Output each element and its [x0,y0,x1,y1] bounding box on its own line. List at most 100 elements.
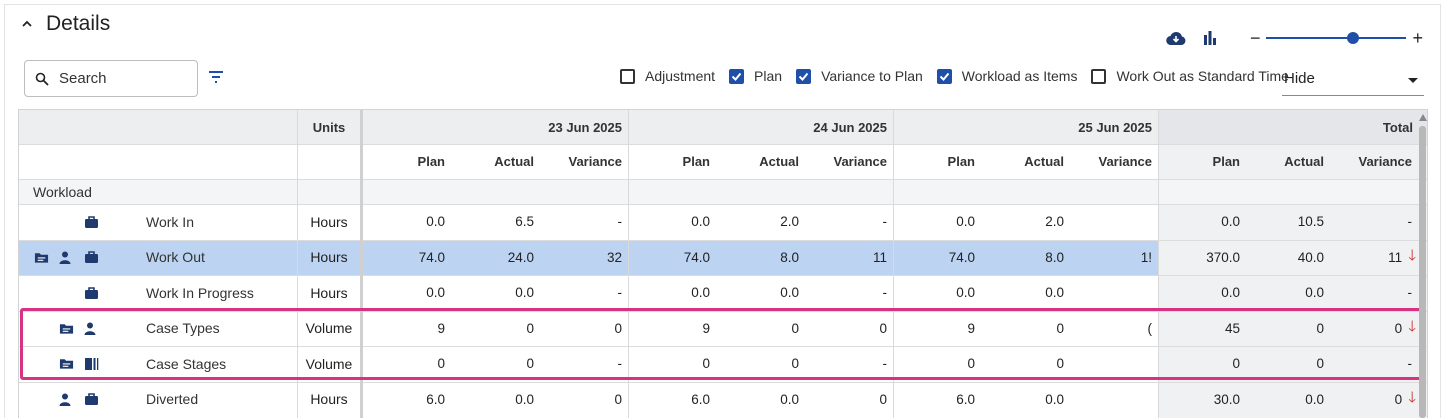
zoom-thumb[interactable] [1347,32,1360,44]
grid-column-divider [297,110,298,418]
option-variance-to-plan[interactable]: Variance to Plan [796,68,923,84]
scroll-up-arrow[interactable] [1419,114,1427,121]
cell-variance [1070,382,1158,418]
checkbox-unchecked[interactable] [1091,68,1107,84]
briefcase-icon [84,392,99,407]
checkbox-checked[interactable] [796,68,812,84]
grid-divider [19,179,1427,180]
row-icons [34,240,99,276]
cell-plan: 0.0 [691,285,710,301]
top-toolbar: − + [1166,28,1423,48]
date-header: 25 Jun 2025 [1078,119,1152,135]
total-actual: 40.0 [1297,249,1324,265]
row-icons [59,346,99,382]
grid-divider [19,239,1427,241]
vertical-scrollbar[interactable] [1418,112,1427,418]
zoom-in-button[interactable]: + [1412,28,1423,48]
cell-plan: 0.0 [426,214,445,230]
total-plan: 370.0 [1206,249,1240,265]
row-name: Diverted [146,391,199,408]
cell-plan: 9 [702,320,710,336]
option-label: Variance to Plan [821,68,923,84]
total-variance: - [1407,356,1413,372]
cell-variance [1070,275,1158,311]
sub-header-variance: Variance [833,154,888,169]
cell-variance: - [617,214,623,230]
option-work-out-as-standard-time[interactable]: Work Out as Standard Time [1091,68,1289,84]
cell-variance: 32 [606,249,622,265]
search-input[interactable]: Search [24,60,198,97]
table-row[interactable]: Diverted Hours 6.0 0.0 0 6.0 0.0 0 6.0 0.0 30.0 0.0… [19,382,1427,418]
table-row[interactable]: Case Types Volume 9 0 0 9 0 0 9 0 (45 0 0 🡓 [19,311,1427,347]
total-plan: 0 [1232,356,1240,372]
cell-variance: 0 [879,320,887,336]
cell-plan: 74.0 [948,249,975,265]
cell-variance [1070,346,1158,382]
total-header-bg [1158,110,1427,144]
cell-plan: 74.0 [683,249,710,265]
total-variance: - [1407,214,1413,230]
option-plan[interactable]: Plan [729,68,782,84]
cell-actual: 0 [1056,356,1064,372]
cell-actual: 0 [791,356,799,372]
zoom-slider[interactable]: − + [1250,29,1423,47]
selected-row-bg [19,239,1158,275]
row-units: Hours [310,284,348,301]
zoom-track[interactable] [1266,32,1407,44]
row-units: Hours [310,249,348,266]
down-arrow-icon: 🡓 [1408,246,1416,264]
checkbox-checked[interactable] [936,68,952,84]
option-workload-as-items[interactable]: Workload as Items [936,68,1077,84]
grid-divider [19,381,1427,383]
hide-select-value: Hide [1284,70,1315,87]
cell-actual: 0.0 [780,391,799,407]
total-actual: 0.0 [1305,285,1324,301]
cell-actual: 0.0 [1045,285,1064,301]
row-name: Case Types [146,320,220,337]
row-units: Hours [310,213,348,230]
cell-plan: 9 [967,320,975,336]
total-actual: 0 [1316,320,1324,336]
cell-plan: 6.0 [691,391,710,407]
hide-select[interactable]: Hide [1282,66,1424,96]
chevron-down-icon[interactable] [1408,78,1418,83]
total-plan: 45 [1224,320,1240,336]
details-header[interactable]: Details [22,12,110,36]
units-header: Units [312,119,346,135]
cell-variance: - [882,214,888,230]
group-row-bg [19,179,1427,204]
cell-plan: 0.0 [691,214,710,230]
option-adjustment[interactable]: Adjustment [620,68,715,84]
cell-plan: 0 [967,356,975,372]
table-row[interactable]: Work Out Hours 74.0 24.0 32 74.0 8.0 11 74.0 8.0 1… [19,240,1427,276]
option-label: Adjustment [645,68,716,84]
chevron-up-icon[interactable] [22,19,32,29]
cell-actual: 0.0 [1045,391,1064,407]
cell-variance: ( [1147,320,1153,336]
table-row[interactable]: Work In Hours 0.0 6.5 - 0.0 2.0 - 0.0 2.0 0.0 10.5 - [19,204,1427,240]
person-icon [59,392,74,407]
cell-actual: 6.5 [515,214,534,230]
cell-actual: 0.0 [780,285,799,301]
checkbox-checked[interactable] [729,68,745,84]
checkbox-unchecked[interactable] [620,68,635,84]
total-variance: 0 🡓 [1330,311,1418,347]
grid-divider [19,310,1427,312]
table-row[interactable]: Case Stages Volume 0 0 - 0 0 - 0 0 0 0 - [19,346,1427,382]
grid-divider [19,204,1427,205]
cell-variance: 11 [872,249,887,265]
total-column-bg [1158,110,1427,418]
scroll-thumb[interactable] [1419,126,1426,418]
cell-actual: 8.0 [780,249,799,265]
zoom-out-button[interactable]: − [1249,28,1261,48]
cloud-download-icon[interactable] [1166,28,1186,48]
cell-actual: 24.0 [507,249,534,265]
group-label: Workload [33,183,92,200]
table-row[interactable]: Work In Progress Hours 0.0 0.0 - 0.0 0.0 - 0.0 0.… [19,275,1427,311]
bar-chart-icon[interactable] [1200,28,1220,48]
folder-icon [34,250,49,265]
total-plan: 30.0 [1213,391,1240,407]
grid-divider [19,275,1427,276]
filter-icon[interactable] [207,70,225,84]
down-arrow-icon: 🡓 [1408,388,1416,406]
